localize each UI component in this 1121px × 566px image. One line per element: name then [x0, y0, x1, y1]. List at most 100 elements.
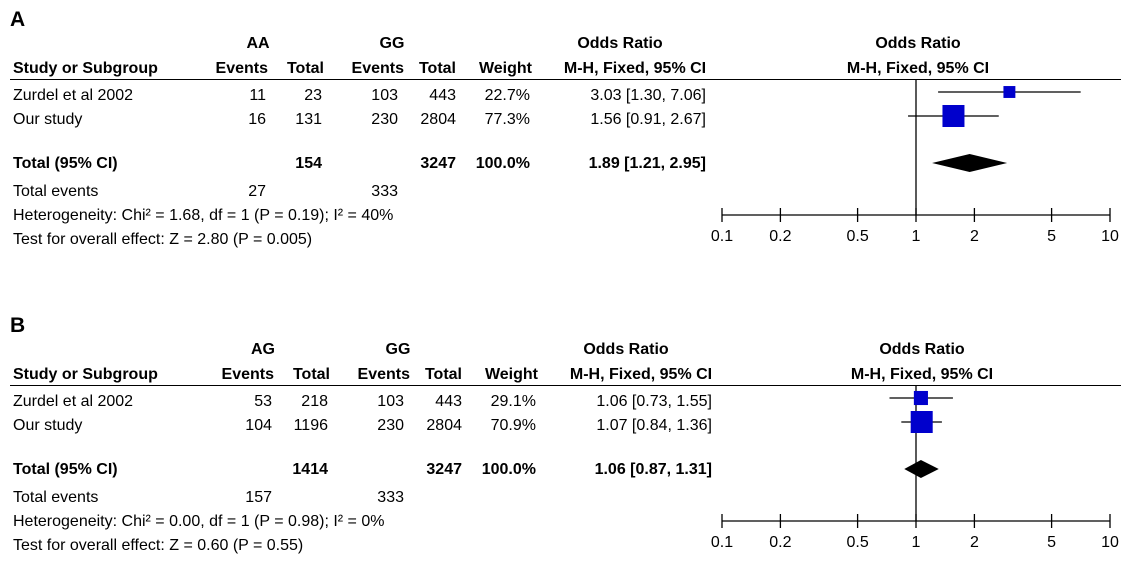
study-weight: 77.3% — [484, 111, 530, 128]
study-weight: 70.9% — [490, 417, 536, 434]
total1-column-header: Total — [292, 366, 330, 383]
or-plot-method: M-H, Fixed, 95% CI — [846, 60, 990, 77]
total-events2: 333 — [371, 183, 398, 200]
total-events-label: Total events — [13, 183, 99, 200]
study-or-ci: 1.06 [0.73, 1.55] — [596, 393, 712, 410]
group2-header: GG — [379, 35, 405, 52]
or-plot-method: M-H, Fixed, 95% CI — [850, 366, 994, 383]
forest-panel-b: B AG GG Odds Ratio Odds Ratio Study or S… — [0, 306, 1121, 566]
x-tick-label: 2 — [970, 228, 979, 245]
x-tick-label: 0.2 — [769, 228, 791, 245]
study-weight: 22.7% — [484, 87, 530, 104]
overall-effect-text: Test for overall effect: Z = 2.80 (P = 0… — [13, 231, 313, 248]
total-events-label: Total events — [13, 489, 99, 506]
x-tick-label: 5 — [1047, 228, 1056, 245]
or-title-header: Odds Ratio — [583, 341, 669, 358]
weight-column-header: Weight — [478, 60, 532, 77]
study-total1: 23 — [304, 87, 322, 104]
total-events1: 157 — [245, 489, 272, 506]
x-tick-label: 2 — [970, 534, 979, 551]
study-total2: 2804 — [426, 417, 462, 434]
x-tick-label: 1 — [912, 534, 921, 551]
pooled-or-diamond — [932, 154, 1008, 172]
group1-header: AA — [246, 35, 270, 52]
study-column-header: Study or Subgroup — [13, 60, 158, 77]
study-events2: 230 — [371, 111, 398, 128]
study-name: Our study — [13, 417, 83, 434]
x-tick-label: 0.5 — [846, 534, 868, 551]
heterogeneity-text: Heterogeneity: Chi² = 0.00, df = 1 (P = … — [13, 513, 385, 530]
total2-column-header: Total — [418, 60, 456, 77]
study-column-header: Study or Subgroup — [13, 366, 158, 383]
x-tick-label: 0.1 — [711, 534, 733, 551]
total-events2: 333 — [377, 489, 404, 506]
total-events1: 27 — [248, 183, 266, 200]
study-or-ci: 3.03 [1.30, 7.06] — [590, 87, 706, 104]
total-or-ci: 1.06 [0.87, 1.31] — [594, 461, 712, 478]
overall-effect-text: Test for overall effect: Z = 0.60 (P = 0… — [13, 537, 304, 554]
events2-column-header: Events — [357, 366, 410, 383]
forest-plot-b: 0.1 0.2 0.5 1 2 5 10 — [711, 386, 1119, 551]
study-weight: 29.1% — [490, 393, 536, 410]
or-title-header: Odds Ratio — [577, 35, 663, 52]
events2-column-header: Events — [351, 60, 404, 77]
total-weight: 100.0% — [475, 155, 530, 172]
study-total1: 1196 — [293, 417, 328, 434]
events1-column-header: Events — [215, 60, 268, 77]
header-divider — [10, 385, 1121, 386]
x-tick-label: 1 — [912, 228, 921, 245]
header-divider — [10, 79, 1121, 80]
x-tick-label: 0.2 — [769, 534, 791, 551]
total2-column-header: Total — [424, 366, 462, 383]
study-total1: 218 — [301, 393, 328, 410]
total-or-ci: 1.89 [1.21, 2.95] — [588, 155, 706, 172]
study-or-marker — [910, 411, 933, 433]
study-events1: 104 — [245, 417, 272, 434]
x-tick-label: 5 — [1047, 534, 1056, 551]
study-events1: 11 — [249, 87, 266, 104]
study-or-ci: 1.07 [0.84, 1.36] — [596, 417, 712, 434]
study-events2: 230 — [377, 417, 404, 434]
total-total2: 3247 — [420, 155, 456, 172]
study-name: Our study — [13, 111, 83, 128]
study-name: Zurdel et al 2002 — [13, 87, 134, 104]
events1-column-header: Events — [221, 366, 274, 383]
x-tick-label: 10 — [1101, 534, 1119, 551]
study-or-marker — [942, 105, 965, 127]
study-name: Zurdel et al 2002 — [13, 393, 134, 410]
study-total2: 2804 — [420, 111, 456, 128]
panel-letter: B — [10, 314, 26, 337]
panel-letter: A — [10, 8, 26, 31]
or-method-header: M-H, Fixed, 95% CI — [563, 60, 707, 77]
heterogeneity-text: Heterogeneity: Chi² = 1.68, df = 1 (P = … — [13, 207, 394, 224]
study-total1: 131 — [295, 111, 322, 128]
total-label: Total (95% CI) — [13, 155, 118, 172]
x-tick-label: 0.1 — [711, 228, 733, 245]
pooled-or-diamond — [904, 460, 939, 478]
total-weight: 100.0% — [481, 461, 536, 478]
total-total1: 1414 — [292, 461, 328, 478]
or-plot-title: Odds Ratio — [875, 35, 961, 52]
x-tick-label: 0.5 — [846, 228, 868, 245]
total-label: Total (95% CI) — [13, 461, 118, 478]
or-plot-title: Odds Ratio — [879, 341, 965, 358]
study-total2: 443 — [435, 393, 462, 410]
study-or-marker — [1003, 86, 1016, 98]
forest-plot-a: 0.1 0.2 0.5 1 2 5 10 — [711, 80, 1119, 245]
study-or-marker — [913, 390, 928, 406]
x-tick-label: 10 — [1101, 228, 1119, 245]
group2-header: GG — [385, 341, 411, 358]
total1-column-header: Total — [286, 60, 324, 77]
study-or-ci: 1.56 [0.91, 2.67] — [590, 111, 706, 128]
forest-panel-a: A AA GG Odds Ratio Odds Ratio Study or S… — [0, 0, 1121, 260]
study-events1: 53 — [254, 393, 272, 410]
group1-header: AG — [251, 341, 275, 358]
total-total2: 3247 — [426, 461, 462, 478]
or-method-header: M-H, Fixed, 95% CI — [569, 366, 713, 383]
study-events2: 103 — [377, 393, 404, 410]
study-events1: 16 — [248, 111, 266, 128]
weight-column-header: Weight — [484, 366, 538, 383]
study-total2: 443 — [429, 87, 456, 104]
study-events2: 103 — [371, 87, 398, 104]
total-total1: 154 — [295, 155, 322, 172]
